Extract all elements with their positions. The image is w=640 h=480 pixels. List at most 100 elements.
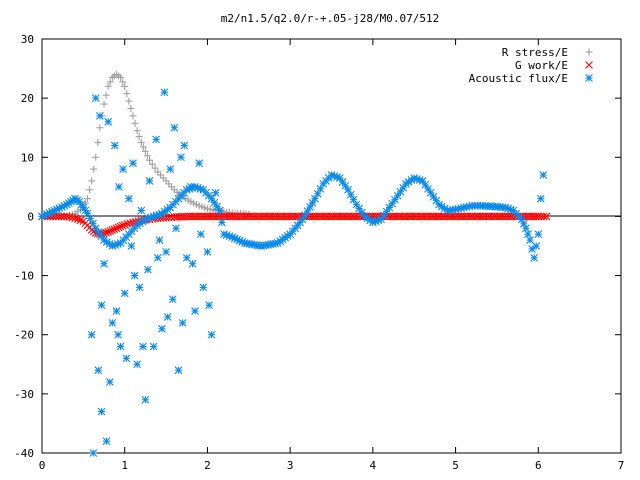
data-point (106, 78, 114, 86)
data-point (215, 206, 224, 215)
data-point (91, 94, 100, 103)
data-point (127, 104, 135, 112)
series-star (38, 171, 548, 262)
x-tick-label: 2 (204, 459, 211, 472)
data-point (102, 437, 111, 446)
data-point (123, 220, 132, 228)
data-point (91, 224, 100, 233)
data-point (87, 330, 96, 339)
data-point (203, 248, 212, 256)
y-tick-label: 0 (27, 210, 34, 223)
data-point (127, 242, 136, 250)
data-point (137, 206, 146, 215)
data-point (100, 259, 108, 268)
data-point (120, 289, 129, 298)
data-point (116, 342, 125, 351)
data-point (168, 295, 177, 304)
legend-label: Acoustic flux/E (469, 72, 568, 85)
data-point (141, 147, 149, 155)
data-point (539, 171, 548, 179)
data-point (94, 139, 102, 146)
data-point (526, 236, 534, 244)
data-point (149, 342, 158, 351)
data-point (139, 143, 147, 151)
data-point (191, 307, 199, 315)
data-point (166, 165, 175, 174)
data-point (119, 165, 127, 174)
data-point (170, 123, 179, 132)
data-point (114, 330, 122, 339)
data-point (177, 153, 185, 162)
data-point (90, 165, 98, 173)
data-point (83, 195, 91, 203)
data-point (178, 318, 187, 327)
data-point (539, 212, 548, 221)
data-point (180, 141, 189, 150)
data-point (129, 112, 137, 120)
x-tick-label: 5 (452, 459, 459, 472)
data-point (151, 164, 159, 172)
legend-marker-cross (585, 61, 593, 69)
data-point (51, 212, 60, 221)
data-point (148, 160, 156, 168)
data-point (135, 283, 144, 292)
data-point (162, 248, 170, 256)
data-point (133, 127, 141, 135)
data-point (218, 218, 226, 227)
data-point (133, 360, 142, 369)
data-point (135, 133, 143, 141)
data-point (188, 259, 197, 268)
data-point (125, 97, 133, 105)
data-point (528, 245, 536, 253)
data-point (89, 449, 98, 457)
data-point (530, 253, 539, 262)
data-point (130, 271, 139, 280)
data-point (186, 182, 195, 191)
data-point (104, 117, 113, 126)
x-tick-label: 6 (535, 459, 542, 472)
data-point (131, 119, 139, 127)
data-point (114, 223, 123, 232)
series-star (87, 88, 220, 457)
data-point (432, 196, 441, 205)
data-point (112, 224, 121, 233)
y-tick-label: -30 (14, 388, 34, 401)
series-plus (38, 70, 253, 220)
y-tick-label: 20 (21, 92, 34, 105)
data-point (88, 177, 96, 185)
data-point (536, 194, 545, 203)
data-point (68, 213, 77, 222)
data-point (172, 224, 180, 233)
data-point (537, 212, 545, 221)
data-point (532, 242, 541, 250)
data-point (96, 124, 104, 132)
data-point (97, 407, 106, 416)
data-point (158, 324, 166, 333)
y-tick-label: -10 (14, 270, 34, 283)
data-point (104, 227, 113, 236)
data-point (145, 177, 154, 185)
y-tick-label: -40 (14, 447, 34, 460)
x-tick-label: 1 (121, 459, 128, 472)
data-point (102, 228, 110, 237)
data-point (97, 301, 106, 310)
x-tick-label: 4 (370, 459, 377, 472)
data-point (73, 215, 82, 224)
data-point (534, 230, 543, 239)
x-tick-label: 3 (287, 459, 294, 472)
data-point (124, 194, 133, 203)
data-point (196, 230, 205, 239)
data-point (108, 318, 117, 327)
data-point (195, 159, 204, 168)
data-point (123, 90, 131, 98)
data-point (524, 230, 532, 239)
data-point (110, 225, 119, 234)
data-point (94, 366, 103, 375)
y-tick-label: 30 (21, 33, 34, 46)
data-point (100, 100, 108, 108)
legend-label: G work/E (515, 59, 568, 72)
data-point (143, 265, 152, 274)
data-point (112, 307, 121, 315)
data-point (211, 188, 220, 197)
